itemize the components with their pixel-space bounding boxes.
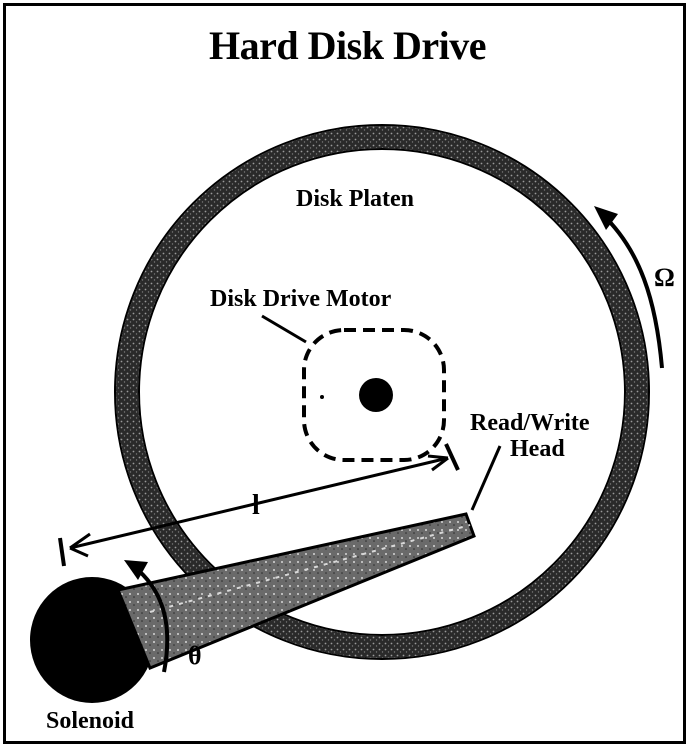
label-omega: Ω — [654, 263, 675, 292]
motor-outline — [302, 328, 446, 462]
length-arrow-head-left — [69, 532, 91, 558]
head-leader — [470, 445, 502, 511]
length-arrow-line — [69, 456, 449, 550]
solenoid-body — [30, 577, 154, 703]
motor-leader — [261, 314, 307, 344]
label-length: l — [252, 490, 260, 521]
spindle-dot — [359, 378, 393, 412]
length-end-tick-left — [58, 537, 66, 567]
label-head: Head — [510, 436, 565, 462]
disk-platen-ring — [116, 126, 648, 658]
omega-arrow-head — [594, 206, 618, 230]
disk-platen-inner-edge — [138, 148, 626, 636]
label-read-write: Read/Write — [470, 410, 590, 436]
label-solenoid: Solenoid — [46, 708, 135, 734]
length-arrow-head-right — [427, 454, 449, 472]
label-disk-drive-motor: Disk Drive Motor — [210, 286, 392, 312]
label-theta: θ — [188, 641, 202, 670]
theta-arc-arrow — [136, 568, 170, 673]
diagram-title: Hard Disk Drive — [209, 23, 486, 68]
length-end-tick-right — [444, 443, 460, 471]
disk-platen-outer-edge — [114, 124, 650, 660]
label-disk-platen: Disk Platen — [296, 186, 414, 212]
motor-mark — [320, 395, 324, 399]
omega-arc-arrow — [600, 212, 664, 369]
theta-arrow-head — [124, 560, 148, 580]
actuator-arm — [115, 512, 476, 670]
